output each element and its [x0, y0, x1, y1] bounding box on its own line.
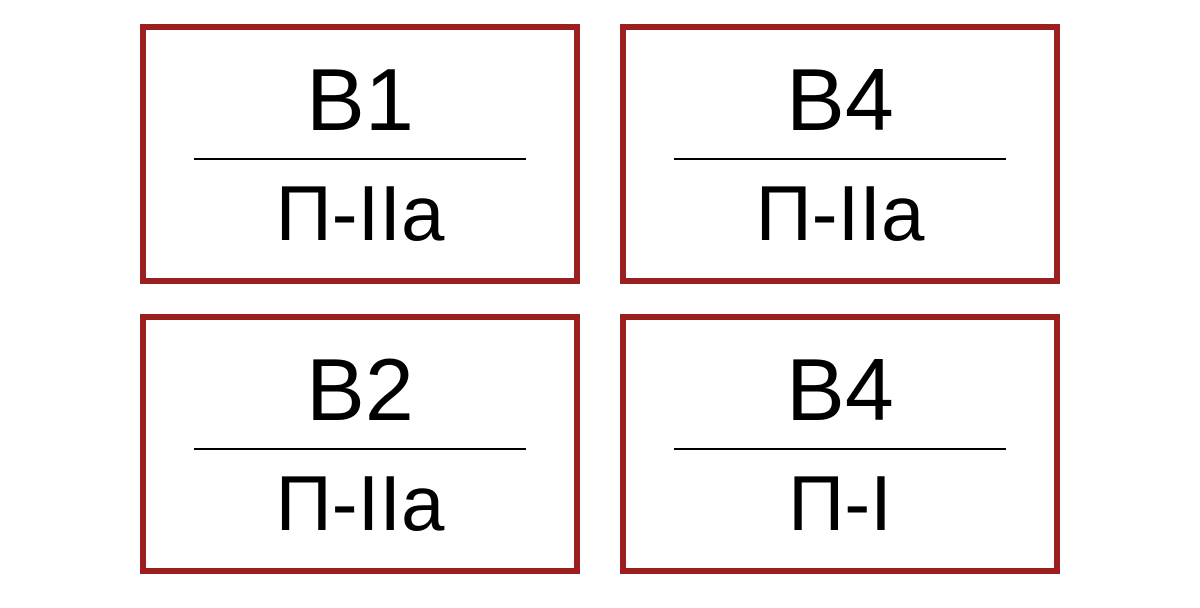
card-divider — [674, 158, 1006, 160]
card-bottom-label: П-IIа — [276, 464, 445, 542]
card-top-label: В2 — [306, 346, 414, 434]
card: В4 П-I — [620, 314, 1060, 574]
card-bottom-label: П-IIа — [756, 174, 925, 252]
card-divider — [194, 448, 526, 450]
card-divider — [674, 448, 1006, 450]
card: В1 П-IIа — [140, 24, 580, 284]
card-divider — [194, 158, 526, 160]
card: В4 П-IIа — [620, 24, 1060, 284]
card-top-label: В4 — [786, 346, 894, 434]
card-top-label: В4 — [786, 56, 894, 144]
card: В2 П-IIа — [140, 314, 580, 574]
card-bottom-label: П-IIа — [276, 174, 445, 252]
card-top-label: В1 — [306, 56, 414, 144]
card-bottom-label: П-I — [788, 464, 892, 542]
card-grid: В1 П-IIа В4 П-IIа В2 П-IIа В4 П-I — [140, 24, 1060, 574]
